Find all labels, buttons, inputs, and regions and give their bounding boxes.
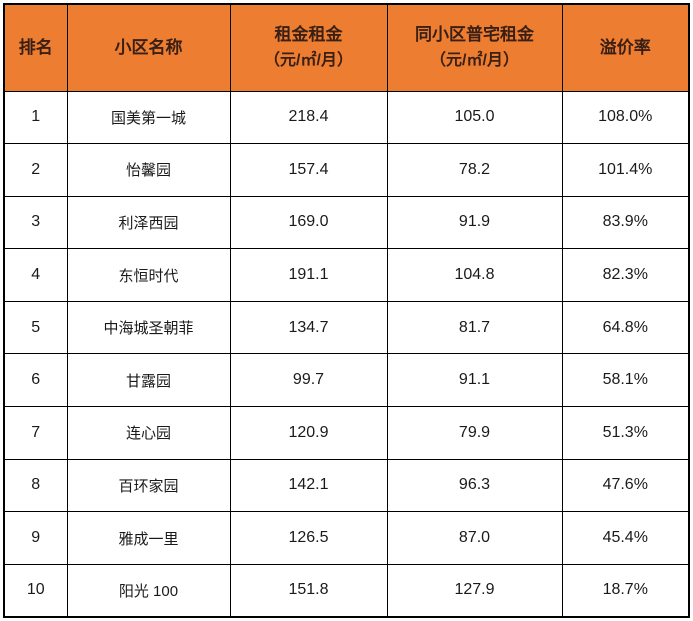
cell-rank: 7 xyxy=(3,406,68,460)
cell-rent: 120.9 xyxy=(229,406,388,460)
header-premium-rate-label: 溢价率 xyxy=(599,37,651,57)
rent-premium-table: 排名 小区名称 租金租金 （元/㎡/月） 同小区普宅租金 （元/㎡/月） 溢价率 xyxy=(3,3,690,618)
cell-rent: 126.5 xyxy=(229,511,388,565)
cell-ordinary-rent: 79.9 xyxy=(386,406,563,460)
cell-name: 国美第一城 xyxy=(66,90,231,145)
cell-rent: 151.8 xyxy=(229,563,388,618)
cell-name: 连心园 xyxy=(66,406,231,460)
cell-ordinary-rent: 96.3 xyxy=(386,458,563,513)
cell-name: 阳光 100 xyxy=(66,563,231,618)
cell-premium: 82.3% xyxy=(561,248,690,302)
header-community-name: 小区名称 xyxy=(66,3,231,92)
table-row: 9 雅成一里 126.5 87.0 45.4% xyxy=(3,511,690,565)
cell-rent: 191.1 xyxy=(229,248,388,302)
cell-ordinary-rent: 81.7 xyxy=(386,300,563,355)
cell-premium: 58.1% xyxy=(561,353,690,408)
cell-name: 利泽西园 xyxy=(66,195,231,250)
cell-rent: 134.7 xyxy=(229,300,388,355)
cell-premium: 64.8% xyxy=(561,300,690,355)
header-ordinary-rent-unit: （元/㎡/月） xyxy=(430,51,519,69)
table-row: 6 甘露园 99.7 91.1 58.1% xyxy=(3,353,690,408)
table-row: 2 怡馨园 157.4 78.2 101.4% xyxy=(3,143,690,197)
cell-rent: 99.7 xyxy=(229,353,388,408)
cell-rank: 2 xyxy=(3,143,68,197)
header-rank: 排名 xyxy=(3,3,68,92)
cell-ordinary-rent: 91.9 xyxy=(386,195,563,250)
cell-rank: 3 xyxy=(3,195,68,250)
cell-ordinary-rent: 104.8 xyxy=(386,248,563,302)
table-row: 3 利泽西园 169.0 91.9 83.9% xyxy=(3,195,690,250)
header-rent: 租金租金 （元/㎡/月） xyxy=(229,3,388,92)
header-rent-unit: （元/㎡/月） xyxy=(264,51,353,69)
cell-ordinary-rent: 105.0 xyxy=(386,90,563,145)
header-row: 排名 小区名称 租金租金 （元/㎡/月） 同小区普宅租金 （元/㎡/月） 溢价率 xyxy=(3,3,690,92)
cell-ordinary-rent: 127.9 xyxy=(386,563,563,618)
cell-rank: 9 xyxy=(3,511,68,565)
cell-premium: 108.0% xyxy=(561,90,690,145)
cell-name: 雅成一里 xyxy=(66,511,231,565)
cell-premium: 47.6% xyxy=(561,458,690,513)
table-row: 5 中海城圣朝菲 134.7 81.7 64.8% xyxy=(3,300,690,355)
table-row: 4 东恒时代 191.1 104.8 82.3% xyxy=(3,248,690,302)
cell-name: 甘露园 xyxy=(66,353,231,408)
cell-name: 怡馨园 xyxy=(66,143,231,197)
cell-rent: 218.4 xyxy=(229,90,388,145)
table-row: 10 阳光 100 151.8 127.9 18.7% xyxy=(3,563,690,618)
table-row: 1 国美第一城 218.4 105.0 108.0% xyxy=(3,90,690,145)
cell-name: 东恒时代 xyxy=(66,248,231,302)
cell-rank: 1 xyxy=(3,90,68,145)
cell-premium: 101.4% xyxy=(561,143,690,197)
header-community-name-label: 小区名称 xyxy=(114,37,183,57)
cell-rank: 10 xyxy=(3,563,68,618)
header-ordinary-rent-label: 同小区普宅租金 xyxy=(415,25,534,45)
cell-premium: 83.9% xyxy=(561,195,690,250)
cell-premium: 45.4% xyxy=(561,511,690,565)
header-ordinary-rent: 同小区普宅租金 （元/㎡/月） xyxy=(386,3,563,92)
cell-ordinary-rent: 78.2 xyxy=(386,143,563,197)
cell-ordinary-rent: 91.1 xyxy=(386,353,563,408)
cell-rank: 8 xyxy=(3,458,68,513)
header-rank-label: 排名 xyxy=(18,37,53,57)
table-header: 排名 小区名称 租金租金 （元/㎡/月） 同小区普宅租金 （元/㎡/月） 溢价率 xyxy=(3,3,690,92)
table-row: 7 连心园 120.9 79.9 51.3% xyxy=(3,406,690,460)
header-rent-label: 租金租金 xyxy=(274,25,343,45)
cell-rent: 157.4 xyxy=(229,143,388,197)
cell-rank: 4 xyxy=(3,248,68,302)
cell-ordinary-rent: 87.0 xyxy=(386,511,563,565)
cell-rent: 142.1 xyxy=(229,458,388,513)
cell-rent: 169.0 xyxy=(229,195,388,250)
table-body: 1 国美第一城 218.4 105.0 108.0% 2 怡馨园 157.4 78.2 101.4… xyxy=(3,90,690,618)
header-premium-rate: 溢价率 xyxy=(561,3,690,92)
cell-rank: 6 xyxy=(3,353,68,408)
cell-premium: 51.3% xyxy=(561,406,690,460)
cell-name: 百环家园 xyxy=(66,458,231,513)
cell-rank: 5 xyxy=(3,300,68,355)
cell-name: 中海城圣朝菲 xyxy=(66,300,231,355)
cell-premium: 18.7% xyxy=(561,563,690,618)
table-row: 8 百环家园 142.1 96.3 47.6% xyxy=(3,458,690,513)
